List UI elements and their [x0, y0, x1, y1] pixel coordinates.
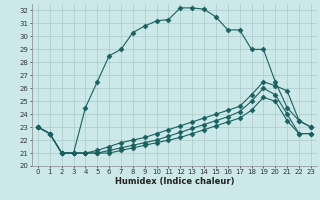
X-axis label: Humidex (Indice chaleur): Humidex (Indice chaleur) [115, 177, 234, 186]
